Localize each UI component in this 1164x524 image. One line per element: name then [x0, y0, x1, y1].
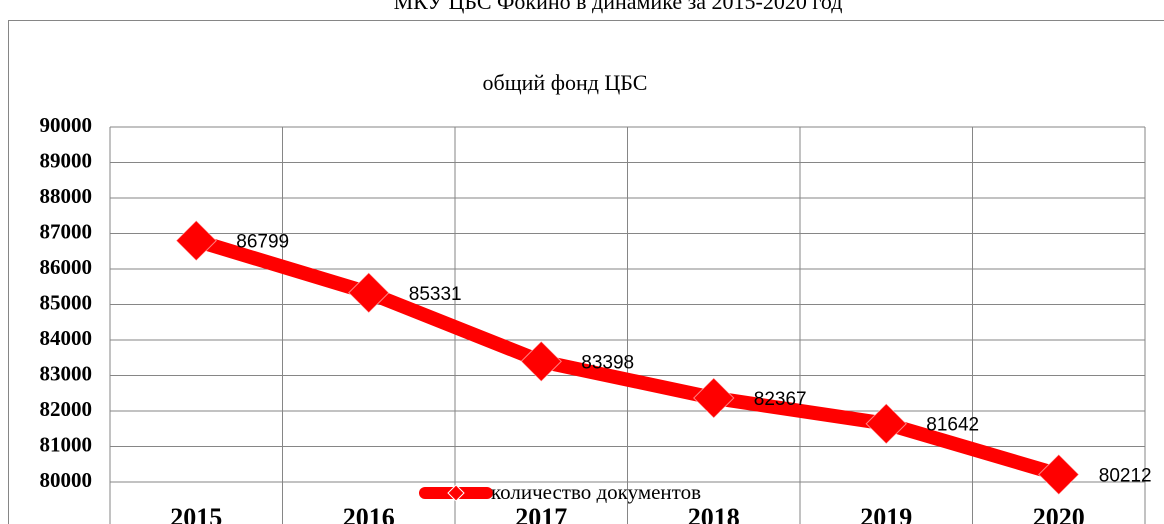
x-tick-label: 2017: [515, 503, 567, 524]
y-tick-label: 90000: [40, 113, 93, 137]
y-tick-label: 84000: [40, 326, 93, 350]
x-tick-label: 2018: [688, 503, 740, 524]
data-label: 85331: [409, 284, 462, 305]
y-tick-label: 88000: [40, 184, 93, 208]
x-tick-label: 2020: [1033, 503, 1085, 524]
y-tick-label: 85000: [40, 290, 93, 314]
data-point: [865, 403, 907, 445]
chart-title: МКУ ЦБС Фокино в динамике за 2015-2020 г…: [394, 0, 843, 14]
y-tick-label: 80000: [40, 468, 93, 492]
data-label: 86799: [236, 232, 289, 253]
y-tick-label: 86000: [40, 255, 93, 279]
data-point: [1038, 453, 1080, 496]
legend-label: количество документов: [491, 480, 701, 504]
data-point: [520, 340, 562, 383]
y-tick-label: 83000: [40, 361, 93, 385]
data-label: 83398: [581, 352, 634, 373]
data-point: [693, 377, 735, 419]
chart-subtitle: общий фонд ЦБС: [483, 70, 648, 95]
data-point: [175, 219, 217, 262]
x-tick-label: 2019: [860, 503, 912, 524]
data-point: [348, 272, 390, 314]
series-line: [194, 233, 1061, 482]
y-tick-label: 89000: [40, 148, 93, 172]
chart-border: [8, 20, 1164, 524]
data-label: 82367: [754, 389, 807, 410]
y-tick-label: 82000: [40, 397, 93, 421]
y-tick-label: 87000: [40, 219, 93, 243]
legend-marker: [447, 484, 465, 502]
y-tick-label: 81000: [40, 432, 93, 456]
x-tick-label: 2015: [170, 503, 222, 524]
data-label: 80212: [1099, 465, 1152, 486]
data-label: 81642: [926, 415, 979, 436]
x-tick-label: 2016: [343, 503, 395, 524]
